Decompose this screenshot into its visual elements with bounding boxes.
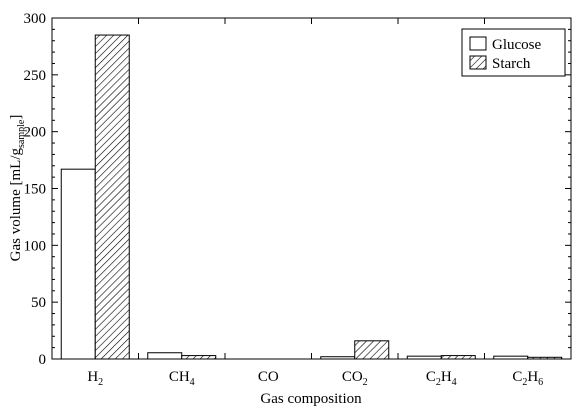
y-tick-label: 50 xyxy=(31,295,46,311)
legend-swatch-starch xyxy=(469,55,487,70)
bar-glucose-h2 xyxy=(60,168,96,359)
legend: Glucose Starch xyxy=(461,28,566,77)
bar-starch-co2 xyxy=(354,340,390,359)
y-tick-label: 150 xyxy=(24,182,47,198)
x-tick-label-c2h6: C2H6 xyxy=(512,369,543,388)
x-axis-title: Gas composition xyxy=(260,391,362,407)
y-axis: 0 50 100 150 200 250 300 xyxy=(24,11,571,368)
legend-label-starch: Starch xyxy=(492,56,531,72)
y-axis-title-suffix: ] xyxy=(8,115,24,120)
y-axis-title-subscript: sample xyxy=(16,119,27,148)
x-tick-label-co2: CO2 xyxy=(342,369,368,388)
x-tick-label-co: CO xyxy=(258,369,279,385)
bar-starch-ch4 xyxy=(181,355,217,359)
x-axis: H2 CH4 CO CO2 C2H4 C2H6 xyxy=(87,18,543,388)
legend-swatch-glucose xyxy=(469,36,487,51)
x-tick-label-c2h4: C2H4 xyxy=(426,369,457,388)
bar-starch-c2h6 xyxy=(527,356,563,359)
y-tick-label: 250 xyxy=(24,68,47,84)
x-tick-label-ch4: CH4 xyxy=(169,369,195,388)
y-tick-label: 300 xyxy=(24,11,47,27)
y-axis-title: Gas volume [mL/gsample] xyxy=(8,115,27,262)
y-axis-title-prefix: Gas volume [mL/g xyxy=(8,148,24,262)
y-tick-label: 0 xyxy=(39,352,47,368)
bar-starch-h2 xyxy=(94,34,130,359)
legend-label-glucose: Glucose xyxy=(492,37,541,53)
bars-group xyxy=(60,34,563,359)
y-tick-label: 100 xyxy=(24,238,47,254)
bar-starch-c2h4 xyxy=(440,355,476,359)
bar-glucose-ch4 xyxy=(147,352,183,359)
y-tick-label: 200 xyxy=(24,125,47,141)
x-tick-label-h2: H2 xyxy=(87,369,103,388)
